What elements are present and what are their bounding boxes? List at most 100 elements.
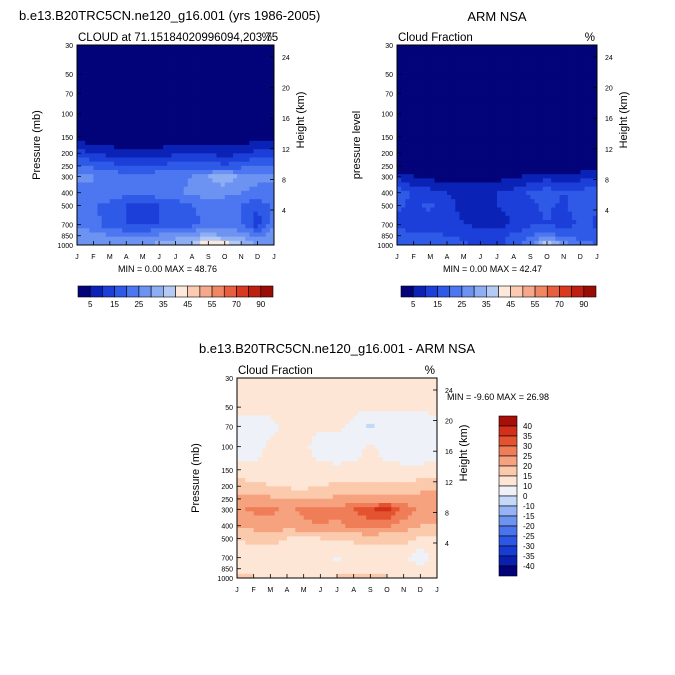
- model-contour-cell: [146, 140, 152, 146]
- obs-contour-cell: [588, 165, 594, 171]
- model-contour-cell: [154, 107, 160, 113]
- model-contour-cell: [81, 103, 86, 108]
- obs-contour-cell: [567, 207, 573, 213]
- model-contour-cell: [81, 236, 86, 242]
- obs-contour-cell: [467, 232, 473, 238]
- obs-contour-cell: [584, 220, 590, 225]
- model-height-tick-label: 12: [282, 147, 290, 154]
- model-contour-cell: [93, 149, 98, 154]
- model-contour-cell: [101, 49, 107, 54]
- obs-contour-cell: [422, 132, 427, 138]
- obs-contour-cell: [547, 153, 552, 158]
- obs-contour-cell: [459, 111, 465, 117]
- model-contour-cell: [179, 232, 185, 238]
- model-contour-cell: [138, 136, 144, 142]
- obs-contour-cell: [459, 49, 465, 54]
- model-contour-cell: [159, 78, 164, 83]
- obs-contour-cell: [476, 207, 481, 213]
- obs-contour-cell: [580, 53, 585, 58]
- model-contour-cell: [146, 49, 152, 54]
- diff-contour-cell: [241, 378, 246, 383]
- obs-contour-cell: [509, 199, 515, 204]
- model-contour-cell: [269, 153, 275, 158]
- model-contour-cell: [228, 99, 234, 104]
- obs-contour-cell: [422, 49, 427, 54]
- model-contour-cell: [224, 203, 230, 208]
- model-contour-cell: [138, 82, 144, 88]
- model-contour-cell: [150, 65, 156, 71]
- obs-contour-cell: [480, 215, 485, 221]
- obs-contour-cell: [442, 95, 448, 100]
- obs-contour-cell: [513, 53, 519, 58]
- model-contour-cell: [175, 86, 180, 92]
- diff-contour-cell: [353, 378, 359, 383]
- model-contour-cell: [228, 190, 234, 196]
- model-contour-cell: [204, 236, 209, 242]
- obs-contour-cell: [501, 224, 506, 229]
- obs-contour-cell: [467, 153, 473, 158]
- model-contour-cell: [241, 178, 246, 183]
- obs-contour-cell: [572, 70, 577, 75]
- model-contour-cell: [237, 65, 242, 71]
- obs-contour-cell: [567, 240, 573, 246]
- model-contour-cell: [196, 140, 201, 146]
- model-contour-cell: [85, 199, 90, 204]
- model-contour-cell: [81, 132, 86, 138]
- model-contour-cell: [167, 120, 172, 125]
- model-contour-cell: [200, 45, 205, 50]
- obs-contour-cell: [588, 153, 594, 158]
- obs-contour-cell: [534, 161, 540, 167]
- obs-contour-cell: [426, 240, 431, 246]
- obs-contour-cell: [447, 111, 452, 117]
- model-contour-cell: [237, 86, 242, 92]
- obs-contour-cell: [455, 70, 460, 75]
- model-contour-cell: [249, 240, 254, 246]
- obs-contour-cell: [422, 65, 427, 71]
- model-contour-cell: [269, 136, 275, 142]
- obs-contour-cell: [476, 170, 481, 175]
- obs-contour-cell: [509, 49, 515, 54]
- model-contour-cell: [77, 145, 82, 150]
- obs-contour-cell: [451, 220, 456, 225]
- obs-contour-cell: [434, 90, 440, 96]
- obs-contour-cell: [505, 107, 510, 113]
- model-contour-cell: [159, 136, 164, 142]
- obs-contour-cell: [413, 124, 419, 129]
- model-contour-cell: [257, 99, 263, 104]
- model-contour-cell: [93, 211, 98, 217]
- obs-contour-cell: [467, 145, 473, 150]
- obs-contour-cell: [438, 220, 444, 225]
- model-contour-cell: [257, 186, 263, 192]
- obs-contour-cell: [576, 190, 581, 196]
- obs-contour-cell: [530, 128, 535, 133]
- obs-contour-cell: [422, 153, 427, 158]
- obs-contour-cell: [488, 161, 494, 167]
- model-contour-cell: [175, 82, 180, 88]
- model-contour-cell: [105, 111, 111, 117]
- obs-contour-cell: [522, 170, 527, 175]
- model-contour-cell: [237, 232, 242, 238]
- model-month-tick-label: S: [206, 254, 211, 261]
- obs-contour-cell: [476, 157, 481, 163]
- obs-contour-cell: [551, 136, 556, 142]
- model-contour-cell: [216, 215, 222, 221]
- obs-contour-cell: [472, 199, 477, 204]
- obs-contour-cell: [501, 115, 506, 121]
- obs-contour-cell: [401, 224, 406, 229]
- obs-contour-cell: [526, 78, 531, 83]
- model-contour-cell: [179, 61, 185, 67]
- obs-contour-cell: [580, 107, 585, 113]
- model-contour-cell: [89, 240, 94, 246]
- obs-contour-cell: [522, 195, 527, 200]
- model-contour-cell: [196, 220, 201, 225]
- model-contour-cell: [187, 224, 193, 229]
- obs-contour-cell: [555, 199, 560, 204]
- model-contour-cell: [204, 182, 209, 188]
- obs-contour-cell: [580, 115, 585, 121]
- model-contour-cell: [159, 95, 164, 100]
- model-contour-cell: [138, 240, 144, 246]
- obs-contour-cell: [576, 95, 581, 100]
- model-contour-cell: [134, 170, 139, 175]
- obs-contour-cell: [438, 145, 444, 150]
- obs-contour-cell: [426, 136, 431, 142]
